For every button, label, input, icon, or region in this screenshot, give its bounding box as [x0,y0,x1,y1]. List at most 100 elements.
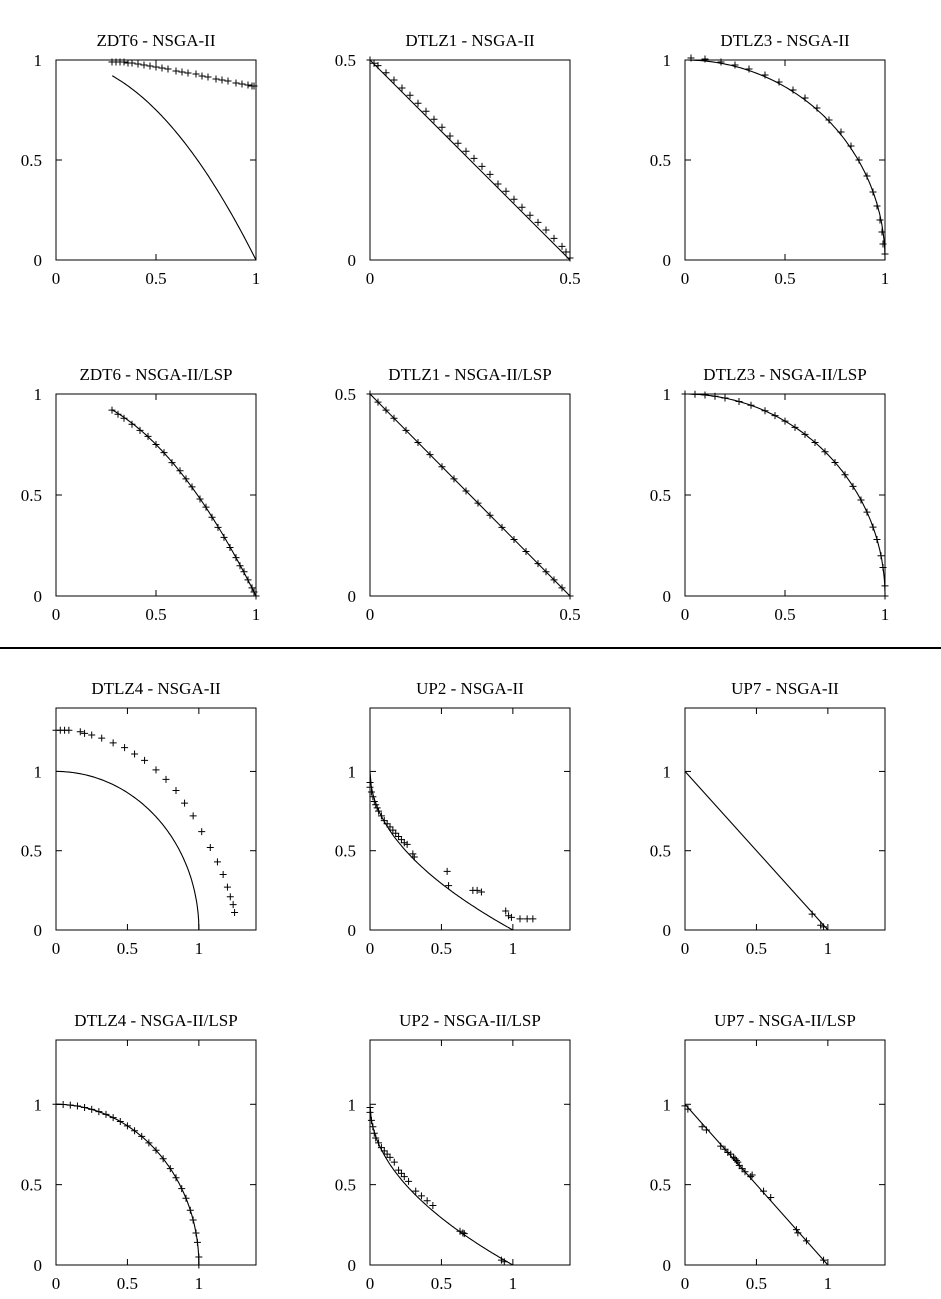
x-tick-label: 0 [52,605,61,624]
solution-point [702,1126,710,1134]
solution-point [373,804,381,812]
solution-point [128,59,136,67]
solution-point [88,1105,96,1113]
solution-point [121,744,129,752]
solution-point [141,756,149,764]
chart-panel-12: UP7 - NSGA-II/LSP 0 0.5 1 0 0.5 1 [650,1011,886,1293]
chart-panel-9: UP7 - NSGA-II 0 0.5 1 0 0.5 1 [650,679,886,958]
solution-point [462,147,470,155]
pareto-front-line [369,771,514,931]
x-tick-label: 0 [681,939,690,958]
solution-point [417,1192,425,1200]
solution-point [52,1100,60,1108]
x-tick-label: 0.5 [431,939,452,958]
solution-point [727,1150,735,1158]
solution-point [454,139,462,147]
solution-point [380,817,388,825]
solution-point [505,912,513,920]
solution-point [438,463,446,471]
solution-point [138,1132,146,1140]
solution-point [252,592,260,600]
solution-point [534,218,542,226]
solution-point [684,1105,692,1113]
solution-point [244,81,252,89]
solution-point [443,867,451,875]
plot-frame [55,59,257,261]
x-tick-label: 0.5 [774,605,795,624]
chart-title: DTLZ3 - NSGA-II/LSP [703,365,866,384]
solution-point [879,564,887,572]
solution-point [518,203,526,211]
solution-point [102,1110,110,1118]
solution-point [377,1144,385,1152]
solution-point [136,426,144,434]
solution-point [474,499,482,507]
solution-point [240,568,248,576]
solution-point [377,812,385,820]
solution-point [395,1166,403,1174]
solution-point [120,414,128,422]
solution-point [397,836,405,844]
solution-point [144,432,152,440]
x-tick-label: 0 [366,269,375,288]
plot-frame [55,393,257,597]
solution-point [229,901,237,909]
chart-title: UP2 - NSGA-II [416,679,524,698]
solution-point [88,731,96,739]
solution-point [711,392,719,400]
solution-point [429,1202,437,1210]
solution-point [794,1229,802,1237]
solution-point [801,430,809,438]
solution-point [158,64,166,72]
chart-title: DTLZ1 - NSGA-II [405,31,535,50]
solution-point [212,75,220,83]
solution-point [717,1142,725,1150]
solution-point [382,406,390,414]
y-tick-label: 0.5 [21,842,42,861]
x-tick-label: 0 [52,1274,61,1293]
chart-title: DTLZ4 - NSGA-II [91,679,221,698]
solution-point [717,58,725,66]
solution-point [486,170,494,178]
y-tick-label: 1 [348,1095,357,1114]
x-tick-label: 1 [824,1274,833,1293]
solution-point [497,1256,505,1264]
solution-point [566,592,574,600]
y-tick-label: 0 [34,251,43,270]
solution-point [152,766,160,774]
pareto-front-line [111,75,257,261]
solution-point [855,156,863,164]
y-tick-label: 0.5 [335,1176,356,1195]
solution-point [236,562,244,570]
solution-point [192,70,200,78]
y-tick-label: 0 [663,587,672,606]
plot-frame [55,1039,257,1266]
solution-point [134,60,142,68]
solution-point [406,91,414,99]
solution-point [510,195,518,203]
solution-point [366,56,374,64]
solution-point [687,54,695,62]
solution-point [402,426,410,434]
solution-point [877,552,885,560]
solution-point [802,1237,810,1245]
solution-point [681,1102,689,1110]
y-tick-label: 0.5 [21,486,42,505]
solution-point [873,535,881,543]
pareto-front-line [369,393,571,597]
solution-point [414,438,422,446]
solution-point [701,391,709,399]
solution-point [813,104,821,112]
solution-point [145,1139,153,1147]
solution-point [159,1155,167,1163]
solution-point [550,234,558,242]
y-tick-label: 1 [34,762,43,781]
pareto-front-line [56,770,200,931]
y-tick-label: 0 [348,251,357,270]
solution-point [820,1256,828,1264]
y-tick-label: 0 [663,921,672,940]
x-tick-label: 0.5 [559,605,580,624]
solution-point [701,55,709,63]
solution-point [116,1117,124,1125]
solution-point [542,568,550,576]
